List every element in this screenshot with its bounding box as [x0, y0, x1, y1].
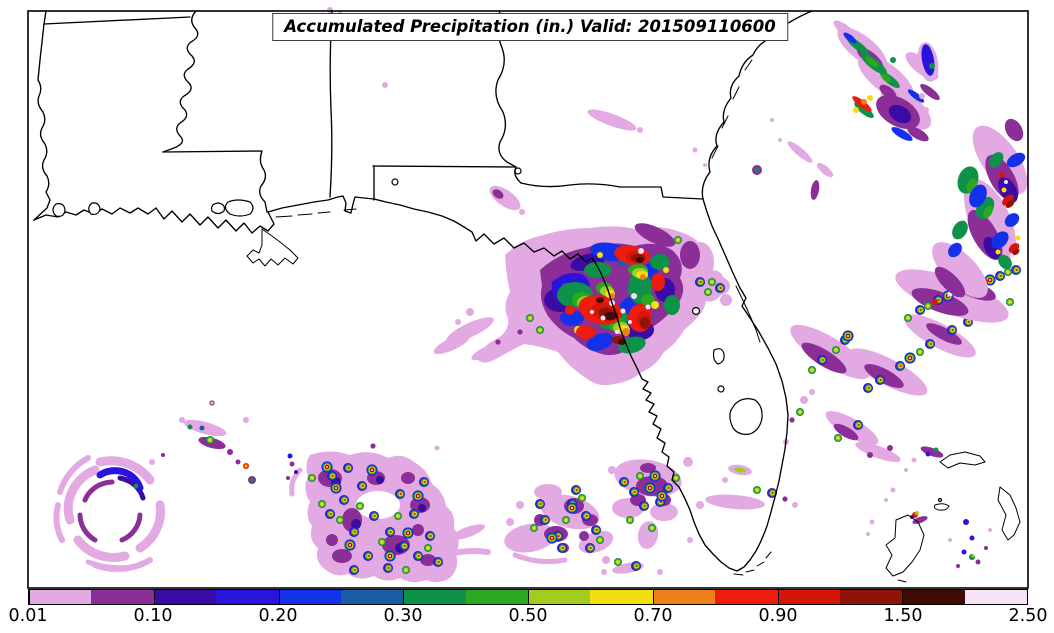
colorbar-tick: [902, 590, 904, 604]
bahamas-islands: [885, 451, 1021, 583]
colorbar: [28, 589, 1028, 605]
colorbar-tick-label: 0.01: [8, 606, 48, 626]
florida-bigbend-storm-complex: [433, 223, 732, 386]
colorbar-tick: [1027, 590, 1028, 604]
precipitation-field: [53, 7, 1028, 583]
atlantic-band-northeast: [833, 20, 940, 142]
colorbar-segment: [216, 590, 279, 604]
inland-light-streaks: [327, 7, 834, 215]
colorbar-tick: [278, 590, 280, 604]
cyclone-eye: [102, 499, 124, 521]
colorbar-segment: [839, 590, 903, 604]
state-borders-and-coastlines: [27, 10, 1029, 589]
colorbar-tick-label: 0.50: [508, 606, 548, 626]
colorbar-labels: 0.01 0.10 0.20 0.30 0.50 0.70 0.90 1.50 2.50: [9, 606, 1048, 630]
colorbar-segment: [777, 590, 840, 604]
lake-pontchartrain: [224, 199, 254, 217]
tropical-cyclone-spiral: [53, 453, 165, 572]
colorbar-tick-label: 2.50: [1008, 606, 1048, 626]
gulf-scattered-cells-west: [289, 443, 491, 583]
colorbar-tick: [777, 590, 779, 604]
colorbar-segment: [278, 590, 341, 604]
bahamas-isolated-cells: [866, 446, 992, 568]
colorbar-segment: [652, 590, 716, 604]
map-title-box: Accumulated Precipitation (in.) Valid: 2…: [272, 13, 788, 42]
colorbar-segment: [964, 590, 1027, 604]
colorbar-segment: [153, 590, 217, 604]
west-gulf-specks: [179, 400, 298, 484]
colorbar-segment: [91, 590, 154, 604]
atlantic-bands-florida-east: [783, 298, 1014, 462]
gulf-scattered-cells-center: [504, 484, 614, 565]
colorbar-tick-label: 0.20: [258, 606, 298, 626]
plot-frame: [27, 10, 1029, 589]
lake-okeechobee: [729, 398, 763, 435]
colorbar-tick-label: 0.90: [758, 606, 798, 626]
colorbar-tick-label: 0.70: [633, 606, 673, 626]
colorbar-segment: [340, 590, 404, 604]
colorbar-tick: [528, 590, 529, 604]
colorbar-segment: [902, 590, 965, 604]
colorbar-segment: [528, 590, 591, 604]
colorbar-tick-label: 0.30: [383, 606, 423, 626]
atlantic-band-right-edge: [917, 42, 1028, 298]
colorbar-segment: [29, 590, 92, 604]
colorbar-tick-label: 1.50: [883, 606, 923, 626]
gulf-scattered-cells-east: [601, 457, 798, 575]
colorbar-tick: [29, 590, 30, 604]
colorbar-tick: [153, 590, 155, 604]
colorbar-tick: [652, 590, 654, 604]
colorbar-segment: [590, 590, 653, 604]
colorbar-tick-label: 0.10: [133, 606, 173, 626]
colorbar-segment: [715, 590, 778, 604]
colorbar-segment: [465, 590, 528, 604]
map-title: Accumulated Precipitation (in.) Valid: 2…: [284, 17, 776, 36]
colorbar-tick: [403, 590, 405, 604]
colorbar-segment: [403, 590, 466, 604]
